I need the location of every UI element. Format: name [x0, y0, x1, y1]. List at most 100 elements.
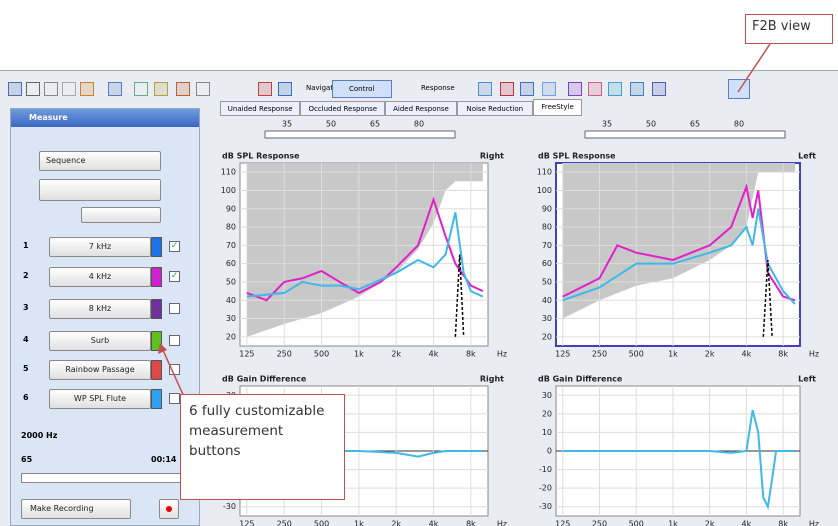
x-tick-label: 4k [742, 520, 752, 526]
row-number: 4 [23, 335, 29, 344]
toolbar-icon[interactable] [500, 82, 514, 96]
curve [762, 259, 773, 337]
x-tick-label: 1k [668, 350, 678, 359]
x-tick-label: 4k [429, 350, 439, 359]
level-scale-label: 35 [282, 120, 292, 129]
toolbar-icon[interactable] [134, 82, 148, 96]
y-tick-label: 10 [542, 428, 552, 437]
y-tick-label: 40 [542, 296, 552, 305]
curve [454, 254, 465, 337]
curve [562, 409, 795, 510]
chart-side: Right [480, 375, 504, 384]
checkbox[interactable]: ✓ [169, 241, 180, 252]
toolbar-icon[interactable] [258, 82, 272, 96]
y-tick-label: 50 [542, 277, 552, 286]
play-controls[interactable] [39, 179, 161, 201]
rewind-button[interactable] [81, 207, 161, 223]
checkbox[interactable]: ✓ [169, 271, 180, 282]
x-tick-label: 500 [629, 520, 644, 526]
tab[interactable]: Unaided Response [220, 101, 301, 116]
row-number: 2 [23, 271, 29, 280]
row-number: 1 [23, 241, 29, 250]
y-tick-label: 50 [226, 277, 236, 286]
x-tick-label: 250 [592, 520, 607, 526]
callout-pointer [737, 43, 771, 93]
level-scale-label: 65 [370, 120, 380, 129]
measurement-button[interactable]: 7 kHz [49, 237, 151, 257]
toolbar-icon[interactable] [44, 82, 58, 96]
x-unit: Hz [809, 520, 819, 526]
tab[interactable]: FreeStyle [532, 99, 583, 116]
x-tick-label: 250 [277, 350, 292, 359]
toolbar-icon[interactable] [588, 82, 602, 96]
chart-title: dB Gain Difference [538, 375, 623, 384]
x-tick-label: 8k [778, 350, 788, 359]
measurement-button[interactable]: 4 kHz [49, 267, 151, 287]
toolbar-icon[interactable] [478, 82, 492, 96]
level-scale-label: 80 [414, 120, 424, 129]
measurement-button[interactable]: Rainbow Passage [49, 360, 151, 380]
panel-header: Measure [11, 109, 199, 127]
x-tick-label: 1k [668, 520, 678, 526]
y-tick-label: 90 [542, 204, 552, 213]
navigator-button[interactable]: Navigator [306, 84, 341, 92]
tab[interactable]: Noise Reduction [456, 101, 533, 116]
level-scale-label: 65 [690, 120, 700, 129]
toolbar-icon[interactable] [154, 82, 168, 96]
toolbar-icon[interactable] [176, 82, 190, 96]
f2b-view-button[interactable] [728, 79, 750, 99]
toolbar-icon[interactable] [652, 82, 666, 96]
y-tick-label: 100 [221, 186, 236, 195]
toolbar-icon[interactable] [630, 82, 644, 96]
toolbar-icon[interactable] [8, 82, 22, 96]
measurement-button[interactable]: 8 kHz [49, 299, 151, 319]
y-tick-label: 20 [542, 409, 552, 418]
y-tick-label: 30 [542, 314, 552, 323]
x-unit: Hz [809, 350, 819, 359]
checkbox[interactable] [169, 393, 180, 404]
y-tick-label: -30 [539, 502, 552, 511]
toolbar-icon[interactable] [196, 82, 210, 96]
level-scale-label: 50 [326, 120, 336, 129]
curve [246, 196, 484, 302]
x-tick-label: 2k [705, 520, 715, 526]
x-tick-label: 500 [629, 350, 644, 359]
toolbar-icon[interactable] [62, 82, 76, 96]
measurement-button[interactable]: Surb [49, 331, 151, 351]
row-number: 6 [23, 393, 29, 402]
toolbar-icon[interactable] [568, 82, 582, 96]
toolbar-icon[interactable] [26, 82, 40, 96]
chart-side: Left [798, 152, 816, 161]
curve [562, 183, 796, 302]
response-button[interactable]: Response [421, 84, 455, 92]
y-tick-label: 60 [542, 259, 552, 268]
make-recording-button[interactable]: Make Recording [21, 499, 131, 519]
button-color [151, 360, 162, 380]
y-tick-label: 70 [542, 241, 552, 250]
y-tick-label: 30 [542, 391, 552, 400]
tab[interactable]: Aided Response [385, 101, 457, 116]
time-label: 00:14 [151, 455, 177, 464]
y-tick-label: -20 [539, 484, 552, 493]
row-number: 5 [23, 364, 29, 373]
toolbar-icon[interactable] [608, 82, 622, 96]
checkbox[interactable] [169, 303, 180, 314]
callout-buttons: 6 fully customizable measurement buttons [180, 394, 345, 500]
x-tick-label: 125 [239, 520, 254, 526]
curve [562, 208, 796, 305]
x-tick-label: 125 [555, 520, 570, 526]
toolbar: Navigator Control Panel Response [8, 78, 768, 109]
toolbar-icon[interactable] [108, 82, 122, 96]
toolbar-icon[interactable] [278, 82, 292, 96]
tab[interactable]: Occluded Response [300, 101, 386, 116]
sequence-button[interactable]: Sequence [39, 151, 161, 171]
toolbar-icon[interactable] [542, 82, 556, 96]
toolbar-icon[interactable] [80, 82, 94, 96]
toolbar-icon[interactable] [520, 82, 534, 96]
measurement-button[interactable]: WP SPL Flute [49, 389, 151, 409]
checkbox[interactable] [169, 335, 180, 346]
y-tick-label: 80 [226, 223, 236, 232]
button-color [151, 389, 162, 409]
x-tick-label: 8k [466, 350, 476, 359]
record-button[interactable] [159, 499, 179, 519]
